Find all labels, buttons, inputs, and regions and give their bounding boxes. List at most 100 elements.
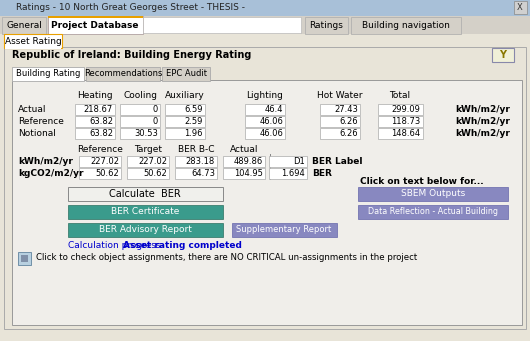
- Text: BER Label: BER Label: [312, 157, 363, 165]
- Bar: [2, 17, 46, 34]
- Bar: [223, 168, 265, 179]
- Bar: [245, 128, 285, 139]
- Text: BER Certificate: BER Certificate: [111, 208, 179, 217]
- Bar: [0, 0, 530, 16]
- Text: 1.96: 1.96: [184, 129, 203, 137]
- Text: 6.26: 6.26: [339, 117, 358, 125]
- Text: kWh/m2/yr: kWh/m2/yr: [455, 117, 510, 125]
- Text: General: General: [6, 20, 42, 30]
- Bar: [75, 104, 115, 115]
- Text: Ratings - 10 North Great Georges Street - THESIS -: Ratings - 10 North Great Georges Street …: [16, 3, 245, 13]
- Text: BER Advisory Report: BER Advisory Report: [99, 225, 191, 235]
- Text: Auxiliary: Auxiliary: [165, 91, 205, 101]
- Text: 63.82: 63.82: [89, 117, 113, 125]
- Bar: [18, 252, 31, 265]
- Bar: [378, 104, 423, 115]
- Text: 227.02: 227.02: [138, 157, 167, 165]
- Text: X: X: [517, 3, 523, 13]
- Text: Recommendations: Recommendations: [84, 70, 162, 78]
- Bar: [4, 34, 62, 48]
- Text: 227.02: 227.02: [90, 157, 119, 165]
- Bar: [120, 116, 160, 127]
- Bar: [305, 17, 348, 34]
- Bar: [165, 104, 205, 115]
- Text: Target: Target: [134, 145, 162, 153]
- Bar: [120, 104, 160, 115]
- Text: EPC Audit: EPC Audit: [165, 70, 207, 78]
- Bar: [75, 128, 115, 139]
- Bar: [12, 67, 84, 81]
- Text: Lighting: Lighting: [246, 91, 284, 101]
- Text: Y: Y: [499, 50, 507, 60]
- Text: Reference: Reference: [18, 117, 64, 125]
- Text: 6.59: 6.59: [184, 104, 203, 114]
- Bar: [270, 154, 271, 180]
- Text: Calculate  BER: Calculate BER: [109, 189, 181, 199]
- Text: 27.43: 27.43: [334, 104, 358, 114]
- Bar: [21, 255, 28, 262]
- Text: 283.18: 283.18: [186, 157, 215, 165]
- Text: 299.09: 299.09: [391, 104, 420, 114]
- Text: 148.64: 148.64: [391, 129, 420, 137]
- Text: BER B-C: BER B-C: [178, 145, 214, 153]
- Text: Click to check object assignments, there are NO CRITICAL un-assignments in the p: Click to check object assignments, there…: [36, 253, 417, 263]
- Text: Click on text below for...: Click on text below for...: [360, 177, 483, 186]
- Bar: [245, 104, 285, 115]
- Bar: [269, 156, 307, 167]
- Text: 46.06: 46.06: [259, 117, 283, 125]
- Text: Building Rating: Building Rating: [16, 70, 80, 78]
- Text: 489.86: 489.86: [234, 157, 263, 165]
- Bar: [120, 128, 160, 139]
- Bar: [68, 187, 223, 201]
- Bar: [4, 47, 526, 329]
- Text: Republic of Ireland: Building Energy Rating: Republic of Ireland: Building Energy Rat…: [12, 50, 251, 60]
- Text: kgCO2/m2/yr: kgCO2/m2/yr: [18, 168, 84, 178]
- Bar: [12, 80, 522, 325]
- Bar: [320, 128, 360, 139]
- Bar: [165, 116, 205, 127]
- Bar: [320, 116, 360, 127]
- Text: Calculation progress:: Calculation progress:: [68, 240, 166, 250]
- Text: 0: 0: [153, 117, 158, 125]
- Text: BER: BER: [312, 168, 332, 178]
- Text: Supplementary Report: Supplementary Report: [236, 225, 332, 235]
- Text: Actual: Actual: [229, 145, 258, 153]
- Bar: [48, 16, 143, 34]
- Bar: [48, 16, 143, 18]
- Text: Asset rating completed: Asset rating completed: [123, 240, 242, 250]
- Text: Actual: Actual: [18, 104, 47, 114]
- Text: Asset Rating: Asset Rating: [5, 36, 61, 45]
- Bar: [514, 1, 527, 14]
- Text: D1: D1: [293, 157, 305, 165]
- Text: Total: Total: [390, 91, 411, 101]
- Text: 63.82: 63.82: [89, 129, 113, 137]
- Bar: [175, 156, 217, 167]
- Bar: [79, 168, 121, 179]
- Text: 30.53: 30.53: [134, 129, 158, 137]
- Text: 46.06: 46.06: [259, 129, 283, 137]
- Text: Notional: Notional: [18, 129, 56, 137]
- Text: Heating: Heating: [77, 91, 113, 101]
- Bar: [351, 17, 461, 34]
- Text: Cooling: Cooling: [123, 91, 157, 101]
- Bar: [86, 67, 160, 81]
- Bar: [127, 156, 169, 167]
- Bar: [320, 104, 360, 115]
- Bar: [79, 156, 121, 167]
- Text: 2.59: 2.59: [184, 117, 203, 125]
- Bar: [492, 48, 514, 62]
- Text: Data Reflection - Actual Building: Data Reflection - Actual Building: [368, 208, 498, 217]
- Bar: [5, 46, 61, 49]
- Text: 0: 0: [153, 104, 158, 114]
- Bar: [75, 116, 115, 127]
- Text: 104.95: 104.95: [234, 168, 263, 178]
- Bar: [232, 223, 337, 237]
- Text: kWh/m2/yr: kWh/m2/yr: [455, 104, 510, 114]
- Text: 50.62: 50.62: [95, 168, 119, 178]
- Bar: [269, 168, 307, 179]
- Bar: [68, 205, 223, 219]
- Text: Reference: Reference: [77, 145, 123, 153]
- Bar: [358, 187, 508, 201]
- Bar: [378, 116, 423, 127]
- Bar: [165, 128, 205, 139]
